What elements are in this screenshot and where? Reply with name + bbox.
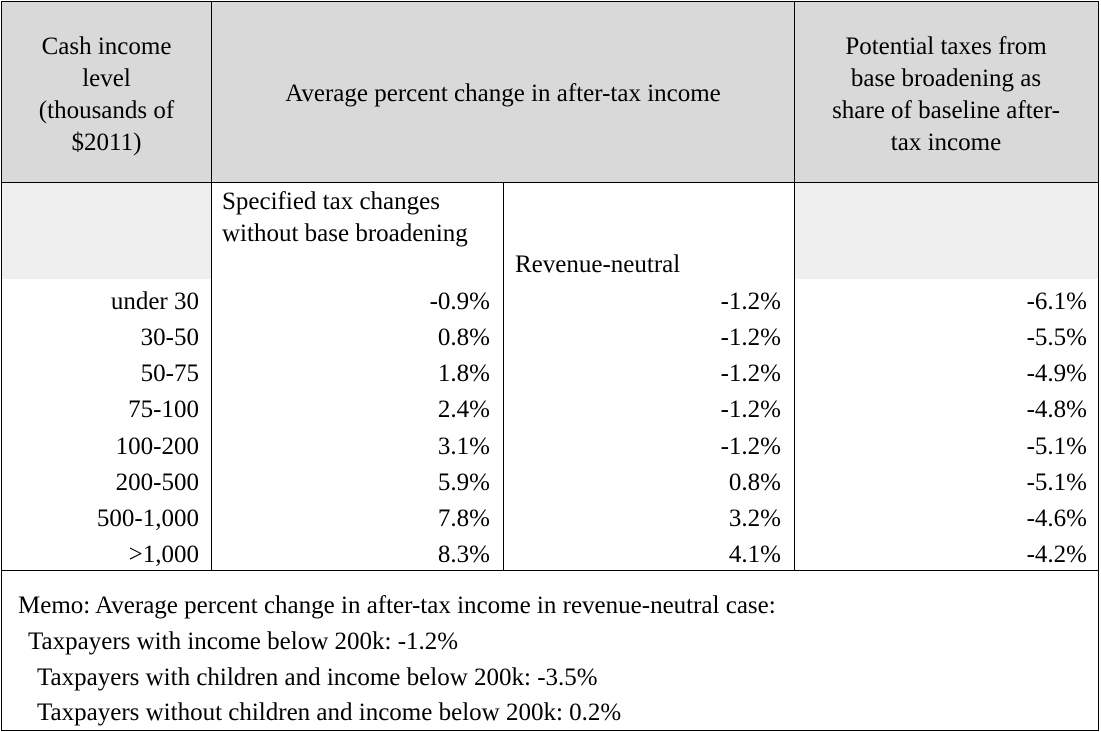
header-col4-line: tax income (890, 129, 1002, 156)
header-col1-line: (thousands of (38, 97, 175, 124)
income-level-cell: 50-75 (140, 360, 199, 387)
border-left (1, 1, 2, 731)
income-level-cell: 75-100 (128, 396, 199, 423)
revenue-neutral-cell: -1.2% (720, 324, 781, 351)
header-col4-line: base broadening as (850, 65, 1042, 92)
potential-taxes-cell: -4.8% (1026, 396, 1087, 423)
header-potential-taxes: Potential taxes from base broadening as … (795, 31, 1097, 159)
header-divider (1, 182, 1099, 183)
potential-taxes-cell: -4.6% (1026, 505, 1087, 532)
subheader-row (2, 182, 1099, 279)
revenue-neutral-cell: 4.1% (728, 541, 781, 568)
income-level-cell: 200-500 (115, 469, 199, 496)
header-cash-income-level: Cash income level (thousands of $2011) (2, 31, 211, 159)
specified-change-cell: 7.8% (437, 505, 490, 532)
specified-change-cell: 3.1% (437, 433, 490, 460)
revenue-neutral-cell: -1.2% (720, 288, 781, 315)
income-level-cell: 30-50 (140, 324, 199, 351)
header-col4-line: Potential taxes from (845, 33, 1047, 60)
specified-change-cell: 2.4% (437, 396, 490, 423)
potential-taxes-cell: -4.9% (1026, 360, 1087, 387)
border-right (1098, 1, 1099, 731)
specified-change-cell: -0.9% (429, 288, 490, 315)
potential-taxes-cell: -4.2% (1026, 541, 1087, 568)
income-level-cell: >1,000 (128, 541, 199, 568)
revenue-neutral-cell: -1.2% (720, 360, 781, 387)
header-row-background (2, 2, 1099, 182)
col4-divider (794, 1, 795, 570)
specified-change-cell: 8.3% (437, 541, 490, 568)
memo-line: Taxpayers without children and income be… (37, 699, 622, 726)
subheader-specified-tax-changes: Specified tax changes without base broad… (222, 188, 468, 247)
potential-taxes-cell: -6.1% (1026, 288, 1087, 315)
memo-divider (1, 570, 1099, 571)
header-col1-line: level (82, 65, 131, 92)
col3-divider (503, 182, 504, 570)
memo-line: Taxpayers with children and income below… (37, 664, 598, 691)
header-average-percent-change: Average percent change in after-tax inco… (285, 80, 721, 107)
specified-change-cell: 5.9% (437, 469, 490, 496)
header-col4-line: share of baseline after- (832, 97, 1060, 124)
potential-taxes-cell: -5.1% (1026, 469, 1087, 496)
border-bottom (1, 730, 1099, 731)
income-level-cell: 100-200 (115, 433, 199, 460)
subheader-cell-level (2, 182, 211, 279)
revenue-neutral-cell: 0.8% (728, 469, 781, 496)
header-col1-line: Cash income (41, 33, 172, 60)
potential-taxes-cell: -5.5% (1026, 324, 1087, 351)
border-top (1, 1, 1099, 2)
income-level-cell: 500-1,000 (96, 505, 199, 532)
memo-line: Taxpayers with income below 200k: -1.2% (28, 628, 459, 655)
revenue-neutral-cell: 3.2% (728, 505, 781, 532)
revenue-neutral-cell: -1.2% (720, 396, 781, 423)
specified-change-cell: 1.8% (437, 360, 490, 387)
col1-divider (211, 1, 212, 570)
potential-taxes-cell: -5.1% (1026, 433, 1087, 460)
memo-title: Memo: Average percent change in after-ta… (18, 592, 776, 619)
income-level-cell: under 30 (110, 288, 199, 315)
specified-change-cell: 0.8% (437, 324, 490, 351)
subheader-revenue-neutral: Revenue-neutral (515, 251, 681, 278)
header-col1-line: $2011) (71, 129, 142, 156)
subheader-cell-potential (795, 182, 1099, 279)
revenue-neutral-cell: -1.2% (720, 433, 781, 460)
